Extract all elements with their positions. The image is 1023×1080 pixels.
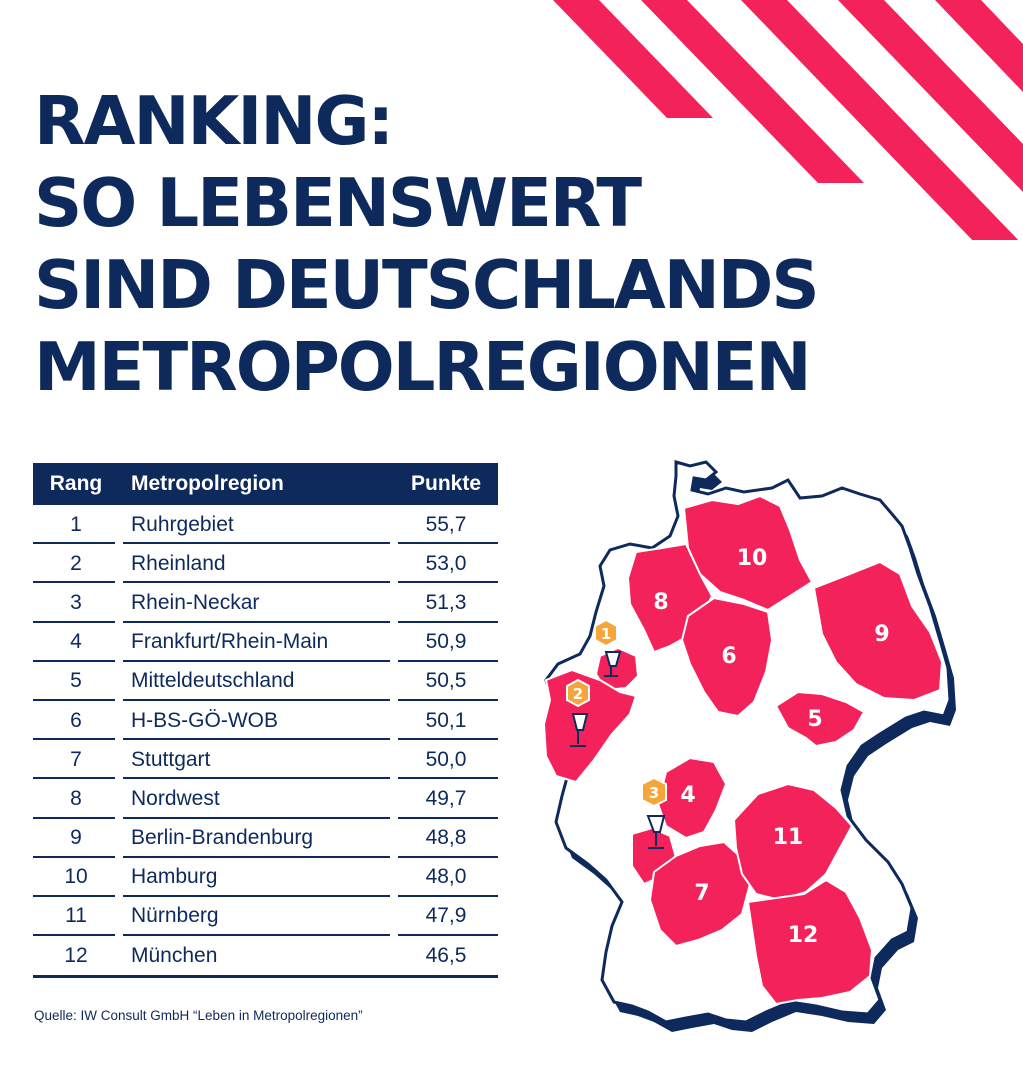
map-label-10: 10 [737,546,768,571]
cell-region: H-BS-GÖ-WOB [119,700,394,741]
table-row: 9 Berlin-Brandenburg 48,8 [33,818,498,858]
header-points: Punkte [394,463,498,505]
cell-points: 48,0 [394,857,498,897]
map-label-4: 4 [680,783,695,808]
medal-label-1: 1 [601,625,611,643]
cell-points: 50,5 [394,661,498,701]
cell-region: Rheinland [119,544,394,584]
ranking-table-container: Rang Metropolregion Punkte 1 Ruhrgebiet 55… [33,463,498,979]
table-row: 5 Mitteldeutschland 50,5 [33,661,498,701]
cell-rank: 7 [33,740,119,780]
table-row: 11 Nürnberg 47,9 [33,896,498,937]
cell-region: Hamburg [119,857,394,897]
map-label-5: 5 [807,707,822,732]
medal-rank-1: 1 [594,618,622,677]
header-region: Metropolregion [119,463,394,505]
cell-region: Berlin-Brandenburg [119,818,394,858]
cell-points: 47,9 [394,896,498,937]
table-row: 8 Nordwest 49,7 [33,779,498,819]
cell-rank: 2 [33,544,119,584]
medal-label-3: 3 [649,784,659,802]
cell-points: 55,7 [394,505,498,545]
table-header-row: Rang Metropolregion Punkte [33,463,498,505]
cell-points: 50,1 [394,700,498,741]
cell-points: 49,7 [394,779,498,819]
source-note: Quelle: IW Consult GmbH “Leben in Metrop… [34,1008,363,1023]
ranking-table: Rang Metropolregion Punkte 1 Ruhrgebiet 55… [33,463,498,979]
region-nuernberg [733,783,853,901]
map-label-9: 9 [874,622,889,647]
cell-rank: 9 [33,818,119,858]
map-label-6: 6 [721,644,736,669]
region-stuttgart [649,841,751,947]
cell-rank: 4 [33,622,119,662]
cell-region: Nordwest [119,779,394,819]
region-h-bs-goe-wob [681,597,773,717]
cell-region: Nürnberg [119,896,394,937]
title-line-1: RANKING: [34,82,394,160]
cell-points: 50,0 [394,740,498,780]
cell-points: 53,0 [394,544,498,584]
map-label-11: 11 [773,825,804,850]
cell-points: 50,9 [394,622,498,662]
table-row: 4 Frankfurt/Rhein-Main 50,9 [33,622,498,662]
map-label-12: 12 [788,923,819,948]
table-row: 12 München 46,5 [33,936,498,979]
region-muenchen [747,879,873,1005]
cell-region: München [119,936,394,979]
cell-rank: 11 [33,896,119,937]
header-rank: Rang [33,463,119,505]
cell-region: Ruhrgebiet [119,505,394,545]
title-line-3: SIND DEUTSCHLANDS [34,246,820,324]
table-row: 10 Hamburg 48,0 [33,857,498,897]
table-row: 7 Stuttgart 50,0 [33,740,498,780]
decorative-stripes [0,0,1023,240]
title-line-4: METROPOLREGIONEN [34,328,812,406]
region-ruhrgebiet [595,647,639,691]
cell-region: Frankfurt/Rhein-Main [119,622,394,662]
table-row: 1 Ruhrgebiet 55,7 [33,505,498,545]
table-row: 2 Rheinland 53,0 [33,544,498,584]
map-label-7: 7 [694,881,709,906]
medal-rank-3: 3 [641,776,667,849]
germany-map: 10 8 6 9 5 4 11 7 12 1 2 3 [530,455,970,1040]
cell-rank: 5 [33,661,119,701]
page-title: RANKING: SO LEBENSWERT SIND DEUTSCHLANDS… [34,80,820,408]
region-berlin-brandenburg [813,561,943,701]
cell-points: 48,8 [394,818,498,858]
cell-points: 46,5 [394,936,498,979]
table-row: 3 Rhein-Neckar 51,3 [33,583,498,623]
cell-rank: 10 [33,857,119,897]
cell-rank: 12 [33,936,119,979]
region-mitteldeutschland [775,691,865,747]
cell-points: 51,3 [394,583,498,623]
title-line-2: SO LEBENSWERT [34,164,642,242]
medal-label-2: 2 [573,685,583,703]
medal-rank-2: 2 [566,678,590,747]
cell-rank: 1 [33,505,119,545]
cell-region: Mitteldeutschland [119,661,394,701]
region-hamburg [683,495,813,611]
map-label-8: 8 [653,590,668,615]
cell-rank: 6 [33,700,119,741]
cell-region: Rhein-Neckar [119,583,394,623]
cell-rank: 3 [33,583,119,623]
cell-region: Stuttgart [119,740,394,780]
cell-rank: 8 [33,779,119,819]
table-row: 6 H-BS-GÖ-WOB 50,1 [33,700,498,741]
